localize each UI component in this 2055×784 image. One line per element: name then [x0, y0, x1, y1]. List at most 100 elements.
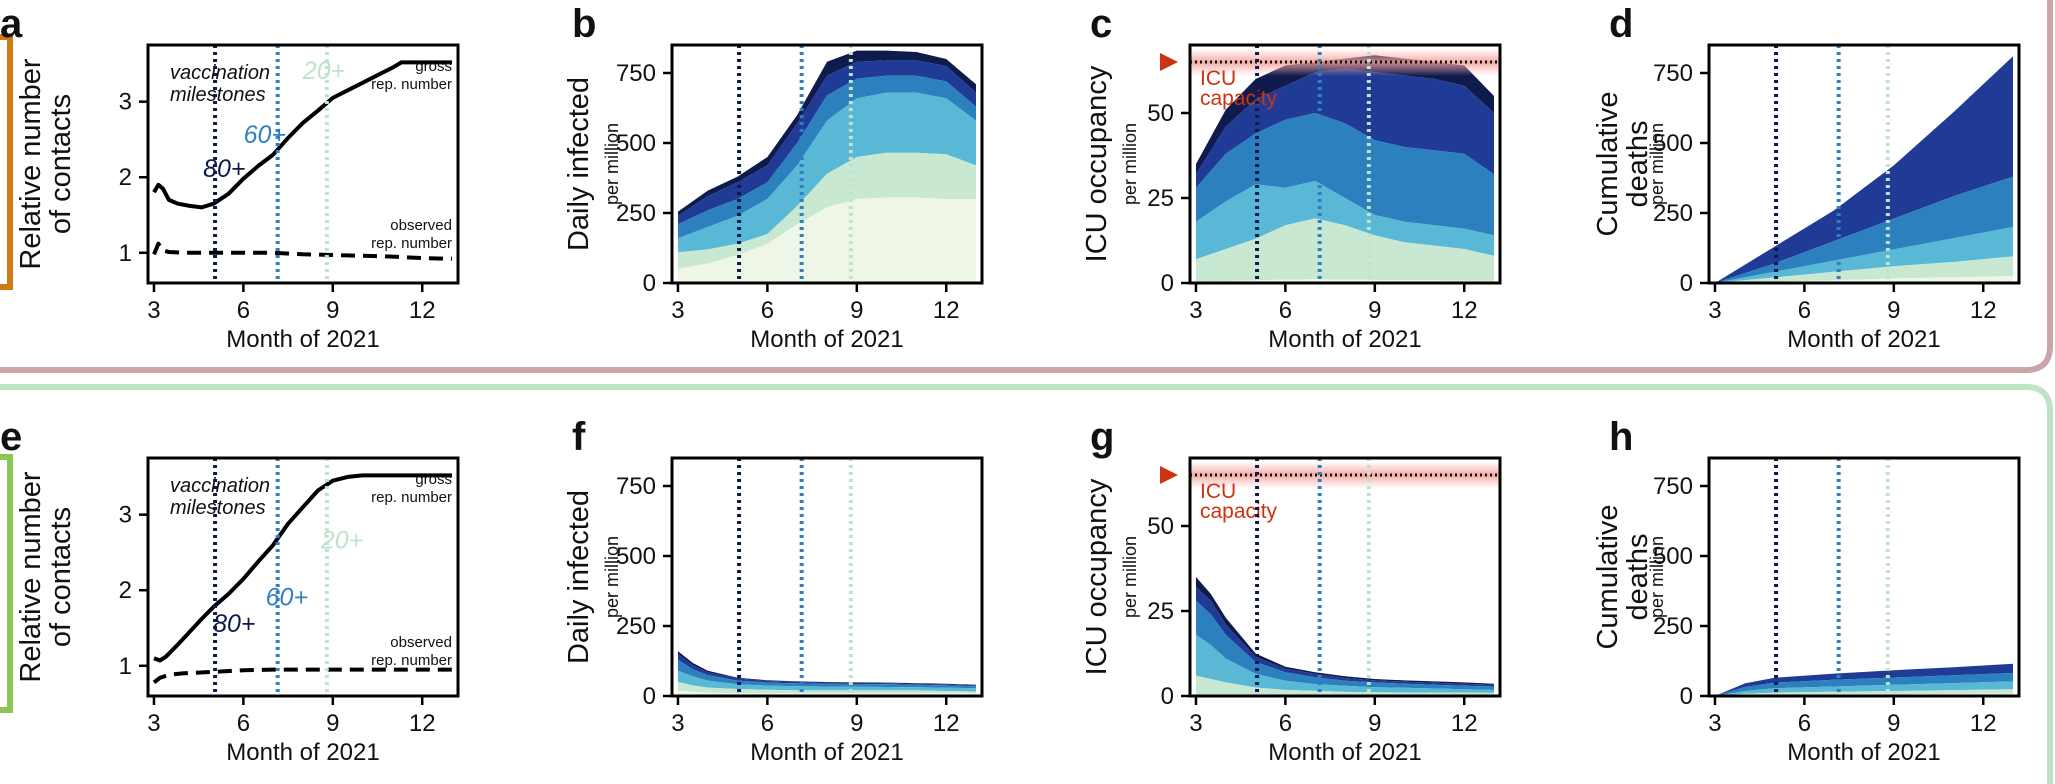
x-tick-label: 9: [850, 297, 863, 324]
stacked-area-layer-3: [1715, 673, 2013, 696]
milestone-label-1: 60+: [266, 583, 308, 611]
y-tick-label: 500: [616, 543, 656, 570]
series-label-1: observed rep. number: [371, 217, 452, 252]
x-tick-label: 12: [409, 710, 436, 737]
panel-letter: e: [0, 415, 22, 459]
y-tick-label: 50: [1147, 513, 1174, 540]
plot-area: [678, 50, 976, 283]
stacked-area-layer-3: [1715, 176, 2013, 283]
vaccination-milestones-label: vaccination milestones: [170, 62, 270, 106]
panel-letter: h: [1609, 415, 1633, 459]
x-axis-label: Month of 2021: [750, 326, 903, 353]
panel-c: c ICU capacity 3 6 9 12 0 25 50 Month of 2021 ICU o…: [1081, 2, 1502, 353]
plot-area: [152, 60, 453, 261]
stacked-area-layer-2: [1196, 181, 1494, 260]
x-tick-label: 6: [237, 297, 250, 324]
observed-rep-number-line: [152, 667, 452, 684]
panel-a: a vaccination milestones 80+ 60+ 20+ gross rep.…: [0, 2, 460, 353]
milestone-label-2: 20+: [302, 57, 345, 85]
x-tick-label: 3: [1708, 297, 1721, 324]
y-tick-label: 0: [1680, 270, 1693, 297]
plot-frame: [146, 456, 460, 698]
y-axis-sublabel: per million: [1647, 123, 1667, 205]
x-axis-label: Month of 2021: [1268, 739, 1421, 766]
y-axis-label: Cumulativedeaths: [1592, 504, 1654, 649]
x-tick-label: 12: [409, 297, 436, 324]
x-tick-label: 12: [1451, 710, 1478, 737]
plot-frame: [1188, 43, 1502, 285]
y-tick-label: 750: [616, 473, 656, 500]
plot-frame: [1707, 43, 2021, 285]
panel-h: h 3 6 9 12 0 250 500 750 Month of 2021 Cumulatived…: [1592, 415, 2021, 766]
x-tick-label: 3: [147, 297, 160, 324]
x-tick-label: 9: [1887, 710, 1900, 737]
stacked-area-layer-2: [678, 670, 976, 692]
y-axis-sublabel: per million: [602, 536, 622, 618]
plot-area: [1190, 461, 1500, 696]
x-axis-label: Month of 2021: [1787, 739, 1940, 766]
gross-rep-number-line: [152, 60, 452, 210]
icu-capacity-marker-icon: [1160, 466, 1178, 484]
y-tick-label: 250: [616, 200, 656, 227]
icu-capacity-label: ICU capacity: [1200, 67, 1278, 110]
milestone-label-0: 80+: [213, 610, 255, 638]
y-tick-label: 250: [1653, 200, 1693, 227]
panel-g: g ICU capacity 3 6 9 12 0 25 50 Month of 2021 ICU o…: [1081, 415, 1502, 766]
x-tick-label: 9: [850, 710, 863, 737]
top-section-divider: [0, 0, 2053, 373]
y-axis-label: Cumulativedeaths: [1592, 91, 1654, 236]
y-tick-label: 1: [119, 240, 132, 267]
plot-area: [678, 651, 976, 696]
y-axis-label: ICU occupancy: [1081, 478, 1113, 675]
y-tick-label: 0: [1161, 270, 1174, 297]
milestone-label-2: 20+: [320, 527, 363, 555]
bottom-section-divider: [0, 384, 2053, 784]
y-tick-label: 0: [643, 270, 656, 297]
x-tick-label: 6: [1798, 710, 1811, 737]
y-tick-label: 250: [1653, 613, 1693, 640]
y-tick-label: 25: [1147, 185, 1174, 212]
y-axis-label: Relative numberof contacts: [15, 471, 77, 682]
icu-capacity-marker-icon: [1160, 53, 1178, 71]
milestone-label-0: 80+: [203, 155, 245, 183]
stacked-area-layer-5: [1196, 55, 1494, 175]
y-axis-sublabel: per million: [1647, 536, 1667, 618]
stacked-area-layer-1: [1715, 689, 2013, 696]
panel-e: e vaccination milestones 80+ 60+ 20+ gross rep.…: [0, 415, 460, 766]
stacked-area-layer-2: [678, 92, 976, 253]
stacked-area-layer-4: [1196, 68, 1494, 188]
x-axis-label: Month of 2021: [226, 326, 379, 353]
y-tick-label: 2: [119, 577, 132, 604]
y-tick-label: 0: [643, 683, 656, 710]
plot-frame: [1188, 456, 1502, 698]
stacked-area-layer-4: [678, 60, 976, 225]
y-tick-label: 1: [119, 653, 132, 680]
y-tick-label: 750: [616, 60, 656, 87]
y-axis-sublabel: per million: [1120, 123, 1140, 205]
icu-capacity-label: ICU capacity: [1200, 480, 1278, 523]
stacked-area-layer-0: [1715, 276, 2013, 283]
x-tick-label: 6: [1279, 297, 1292, 324]
stacked-area-layer-2: [1196, 634, 1494, 693]
x-tick-label: 9: [1887, 297, 1900, 324]
stacked-area-layer-1: [678, 682, 976, 694]
y-tick-label: 750: [1653, 60, 1693, 87]
stacked-area-layer-1: [1196, 218, 1494, 282]
x-tick-label: 3: [147, 710, 160, 737]
y-tick-label: 0: [1680, 683, 1693, 710]
panel-f: f 3 6 9 12 0 250 500 750 Month of 2021 Daily infec…: [563, 415, 984, 766]
x-tick-label: 12: [933, 297, 960, 324]
x-tick-label: 6: [1798, 297, 1811, 324]
x-tick-label: 12: [1970, 297, 1997, 324]
y-axis-label: ICU occupancy: [1081, 65, 1113, 262]
stacked-area-layer-3: [1196, 600, 1494, 690]
stacked-area-layer-1: [1715, 256, 2013, 283]
x-tick-label: 12: [1970, 710, 1997, 737]
panel-letter: c: [1090, 2, 1112, 46]
stacked-area-layer-2: [1715, 227, 2013, 283]
y-tick-label: 0: [1161, 683, 1174, 710]
bottom-scenario-bracket: [0, 454, 13, 713]
series-label-1: observed rep. number: [371, 634, 452, 669]
y-tick-label: 2: [119, 164, 132, 191]
